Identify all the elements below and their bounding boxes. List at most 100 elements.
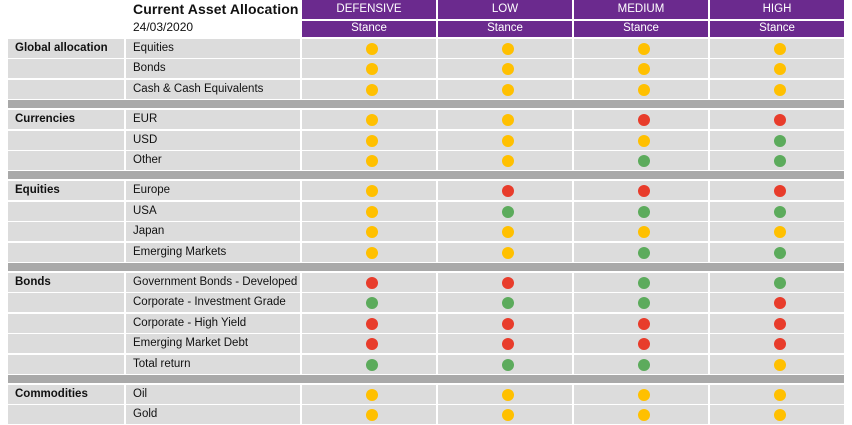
stance-indicator-yellow — [638, 389, 650, 401]
group-cell — [8, 293, 124, 313]
group-cell — [8, 334, 124, 354]
stance-indicator-yellow — [366, 114, 378, 127]
table-row: Corporate - High Yield — [8, 313, 844, 333]
stance-indicator-yellow — [366, 155, 378, 167]
stance-subheader-high: Stance — [710, 21, 844, 37]
asset-label: Bonds — [133, 62, 166, 75]
asset-cell — [126, 59, 300, 79]
stance-indicator-yellow — [502, 63, 514, 76]
stance-indicator-yellow — [366, 409, 378, 422]
table-row: Commodities Oil — [8, 385, 844, 404]
stance-subheader-defensive: Stance — [302, 21, 436, 37]
column-header-medium: MEDIUM — [574, 0, 708, 19]
table-row: Global allocation Equities — [8, 39, 844, 58]
table-row: Total return — [8, 354, 844, 374]
group-cell — [8, 405, 124, 425]
page-title: Current Asset Allocation — [133, 1, 299, 17]
stance-indicator-yellow — [366, 246, 378, 259]
asset-label: Gold — [133, 408, 158, 421]
asset-cell — [126, 273, 300, 292]
stance-indicator-yellow — [638, 63, 650, 76]
group-cell — [8, 39, 124, 58]
asset-cell — [126, 405, 300, 425]
table-row: Emerging Markets — [8, 242, 844, 262]
group-cell — [8, 385, 124, 404]
asset-cell — [126, 293, 300, 313]
asset-cell — [126, 79, 300, 99]
stance-indicator-yellow — [366, 134, 378, 147]
stance-subheader-low: Stance — [438, 21, 572, 37]
table-row: USA — [8, 201, 844, 221]
stance-indicator-yellow — [366, 205, 378, 218]
group-cell — [8, 313, 124, 333]
section-separator — [8, 171, 844, 180]
stance-indicator-red — [774, 185, 786, 198]
stance-indicator-yellow — [502, 409, 514, 422]
asset-label: Corporate - High Yield — [133, 316, 247, 329]
asset-label: USD — [133, 133, 158, 146]
asset-label: Corporate - Investment Grade — [133, 296, 286, 309]
stance-indicator-green — [638, 246, 650, 259]
column-header-low: LOW — [438, 0, 572, 19]
group-cell — [8, 273, 124, 292]
section-separator — [8, 100, 844, 109]
section-label: Global allocation — [15, 42, 108, 54]
stance-indicator-yellow — [638, 83, 650, 96]
group-cell — [8, 201, 124, 221]
stance-indicator-green — [366, 297, 378, 310]
asset-label: Other — [133, 154, 162, 166]
asset-cell — [126, 222, 300, 242]
table-row: Bonds — [8, 59, 844, 79]
stance-indicator-yellow — [774, 83, 786, 96]
stance-indicator-yellow — [774, 389, 786, 401]
group-cell — [8, 151, 124, 170]
stance-indicator-yellow — [502, 43, 514, 55]
asset-label: Cash & Cash Equivalents — [133, 82, 264, 95]
table-row: Corporate - Investment Grade — [8, 293, 844, 313]
group-cell — [8, 130, 124, 150]
allocation-date: 24/03/2020 — [133, 20, 194, 34]
stance-indicator-yellow — [366, 43, 378, 55]
stance-indicator-yellow — [774, 63, 786, 76]
asset-label: Government Bonds - Developed — [133, 276, 298, 288]
table-row: Japan — [8, 222, 844, 242]
table-row: Currencies EUR — [8, 110, 844, 130]
stance-indicator-red — [638, 185, 650, 198]
stance-indicator-yellow — [366, 63, 378, 76]
stance-indicator-green — [774, 246, 786, 259]
stance-indicator-red — [366, 338, 378, 351]
asset-cell — [126, 385, 300, 404]
table-row: USD — [8, 130, 844, 150]
stance-indicator-green — [774, 134, 786, 147]
stance-indicator-yellow — [502, 83, 514, 96]
stance-indicator-red — [366, 317, 378, 330]
stance-indicator-red — [502, 338, 514, 351]
section-label: Equities — [15, 184, 60, 197]
asset-cell — [126, 334, 300, 354]
table-row: Gold — [8, 405, 844, 425]
stance-indicator-yellow — [502, 114, 514, 127]
section-separator — [8, 375, 844, 383]
asset-cell — [126, 201, 300, 221]
stance-indicator-red — [502, 277, 514, 289]
asset-label: Equities — [133, 42, 174, 54]
column-header-high: HIGH — [710, 0, 844, 19]
asset-cell — [126, 151, 300, 170]
stance-indicator-green — [638, 277, 650, 289]
group-cell — [8, 59, 124, 79]
stance-indicator-green — [638, 358, 650, 371]
stance-indicator-yellow — [774, 226, 786, 239]
asset-label: Europe — [133, 184, 171, 197]
asset-cell — [126, 181, 300, 201]
stance-indicator-yellow — [774, 43, 786, 55]
table-row: Equities Europe — [8, 181, 844, 201]
stance-indicator-red — [774, 338, 786, 351]
stance-indicator-yellow — [638, 134, 650, 147]
group-cell — [8, 181, 124, 201]
group-cell — [8, 242, 124, 262]
stance-indicator-green — [502, 205, 514, 218]
asset-cell — [126, 130, 300, 150]
table-row: Cash & Cash Equivalents — [8, 79, 844, 99]
asset-label: Total return — [133, 357, 191, 370]
group-cell — [8, 79, 124, 99]
